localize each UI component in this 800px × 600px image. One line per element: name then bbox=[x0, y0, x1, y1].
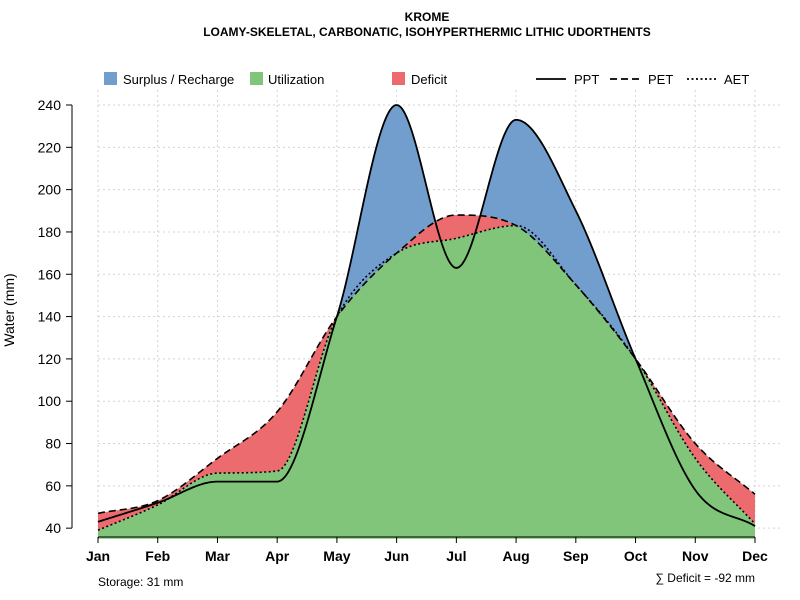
series-line-aet bbox=[97, 224, 756, 532]
y-tick-label: 240 bbox=[38, 97, 62, 113]
y-axis-title: Water (mm) bbox=[1, 273, 17, 346]
legend-swatch-3 bbox=[392, 72, 405, 85]
deficit-area bbox=[98, 215, 755, 531]
legend-label: Utilization bbox=[268, 72, 324, 87]
x-tick-label: Oct bbox=[624, 548, 648, 564]
x-tick-label: Sep bbox=[563, 548, 589, 564]
axes: 40 60 80 100 120 140 160 180 200 220 240 Jan Feb Mar A… bbox=[38, 97, 768, 564]
y-tick-label: 220 bbox=[38, 139, 62, 155]
x-tick-label: May bbox=[323, 548, 350, 564]
y-tick-label: 80 bbox=[45, 436, 61, 452]
area-fills bbox=[98, 105, 755, 539]
y-tick-label: 160 bbox=[38, 266, 62, 282]
x-tick-label: Mar bbox=[205, 548, 230, 564]
legend-label: Deficit bbox=[411, 72, 448, 87]
chart-subtitle: LOAMY-SKELETAL, CARBONATIC, ISOHYPERTHER… bbox=[203, 25, 651, 39]
storage-annotation: Storage: 31 mm bbox=[98, 575, 183, 589]
y-tick-label: 100 bbox=[38, 393, 62, 409]
x-tick-label: Feb bbox=[145, 548, 170, 564]
legend-swatch-2 bbox=[250, 72, 263, 85]
legend-label: PPT bbox=[574, 72, 599, 87]
x-tick-label: Aug bbox=[502, 548, 529, 564]
legend-label: PET bbox=[648, 72, 673, 87]
series-lines bbox=[97, 104, 756, 532]
y-tick-label: 180 bbox=[38, 224, 62, 240]
y-tick-label: 40 bbox=[45, 520, 61, 536]
legend-label: AET bbox=[724, 72, 749, 87]
y-tick-label: 120 bbox=[38, 351, 62, 367]
y-tick-label: 140 bbox=[38, 309, 62, 325]
y-tick-label: 200 bbox=[38, 182, 62, 198]
x-tick-label: Jul bbox=[446, 548, 466, 564]
utilization-area bbox=[98, 225, 755, 539]
x-tick-label: Nov bbox=[682, 548, 709, 564]
legend: Surplus / Recharge Utilization Deficit PPT P… bbox=[104, 72, 749, 87]
x-tick-label: Jan bbox=[86, 548, 110, 564]
series-line-ppt bbox=[97, 104, 756, 527]
deficit-sum-annotation: ∑ Deficit = -92 mm bbox=[655, 571, 755, 585]
legend-label: Surplus / Recharge bbox=[123, 72, 234, 87]
x-tick-label: Jun bbox=[384, 548, 409, 564]
chart-title: KROME bbox=[405, 10, 450, 24]
x-tick-label: Dec bbox=[742, 548, 768, 564]
series-line-pet bbox=[97, 214, 756, 515]
legend-swatch-1 bbox=[104, 72, 117, 85]
y-tick-label: 60 bbox=[45, 478, 61, 494]
x-tick-label: Apr bbox=[265, 548, 290, 564]
